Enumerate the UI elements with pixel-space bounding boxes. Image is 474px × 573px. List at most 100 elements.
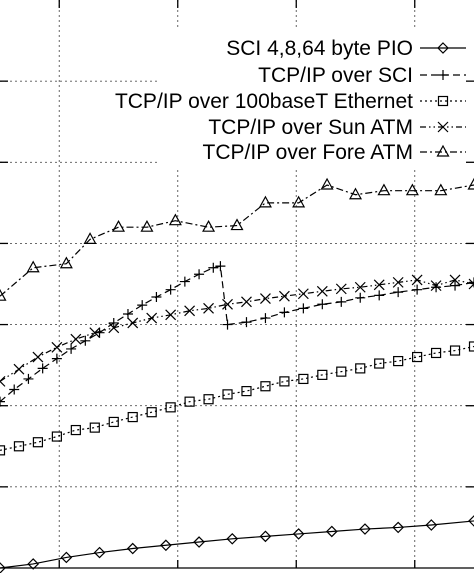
point-2-22 [412,351,423,363]
point-2-8 [146,407,157,418]
point-4-15 [434,183,448,196]
point-1-10 [137,300,148,311]
point-3-17 [316,285,328,297]
point-3-5 [89,327,101,339]
point-1-3 [37,363,48,374]
point-3-13 [241,296,252,308]
series-line-3 [0,279,474,382]
point-4-5 [140,219,154,232]
point-2-2 [32,437,44,448]
point-4-2 [59,256,73,269]
legend-label-0: SCI 4,8,64 byte PIO [226,37,413,60]
point-3-22 [411,274,423,286]
point-4-1 [26,260,40,273]
point-2-3 [51,431,62,442]
point-0-9 [292,528,305,540]
point-4-10 [292,195,306,208]
point-1-20 [279,307,290,318]
point-3-9 [165,309,177,321]
point-1-14 [194,269,205,280]
point-1-16 [215,261,226,272]
point-4-14 [405,183,419,196]
point-4-13 [377,183,391,196]
point-2-10 [184,396,195,407]
point-3-8 [146,312,158,324]
point-2-11 [203,394,214,405]
point-2-20 [374,358,385,369]
point-1-17 [222,319,233,330]
point-1-19 [260,313,271,324]
point-2-21 [393,355,404,367]
point-0-6 [193,536,205,548]
legend-label-3: TCP/IP over Sun ATM [208,116,413,139]
point-2-1 [13,441,25,452]
point-3-20 [373,279,385,291]
point-0-12 [392,521,405,534]
series-line-4 [0,184,474,297]
point-1-25 [374,290,385,301]
point-3-23 [430,280,442,292]
point-2-0 [0,445,6,456]
point-0-7 [226,532,239,545]
point-1-26 [393,287,404,298]
point-4-12 [348,187,363,200]
point-4-7 [202,219,216,232]
point-0-4 [126,542,139,555]
point-2-12 [222,389,233,400]
point-1-30 [469,277,474,288]
point-1-15 [208,262,219,273]
point-3-1 [13,363,25,375]
point-1-5 [66,343,77,354]
point-4-11 [320,177,334,190]
point-1-0 [0,396,5,407]
point-3-25 [468,278,474,290]
point-1-23 [336,296,347,307]
point-3-6 [108,322,120,334]
point-1-29 [450,280,461,291]
point-1-22 [317,299,328,310]
point-2-19 [355,363,366,374]
point-3-4 [70,333,82,345]
point-0-11 [359,523,371,535]
legend-key-marker-4 [436,144,450,157]
legend-key-marker-3 [437,121,449,133]
point-0-1 [27,558,40,570]
point-2-15 [279,376,290,387]
point-4-6 [168,213,182,226]
point-2-24 [449,345,461,356]
point-3-14 [260,293,271,305]
point-2-6 [108,416,119,428]
point-0-14 [468,515,474,527]
point-2-14 [260,381,271,392]
point-4-0 [0,288,7,301]
legend-label-4: TCP/IP over Fore ATM [203,141,413,164]
legend: SCI 4,8,64 byte PIO TCP/IP over SCI TCP/… [115,37,466,164]
point-3-10 [184,305,196,317]
point-1-8 [108,317,119,328]
point-1-2 [23,373,34,384]
legend-key-marker-1 [438,70,448,80]
point-1-18 [241,317,252,328]
point-0-10 [325,525,338,538]
legend-key-marker-2 [437,95,449,107]
point-1-4 [51,353,62,364]
point-0-5 [160,539,172,552]
point-2-4 [70,424,81,436]
point-0-3 [93,546,106,559]
point-3-2 [32,351,44,363]
point-3-3 [51,341,63,353]
point-2-25 [468,341,474,352]
legend-label-2: TCP/IP over 100baseT Ethernet [115,90,413,113]
point-1-13 [179,276,190,287]
point-0-8 [259,530,272,543]
plot-area [0,177,474,573]
point-2-16 [298,373,309,385]
point-2-13 [241,386,252,397]
point-2-7 [127,411,138,423]
point-3-24 [449,274,461,286]
point-3-11 [203,302,214,314]
point-3-21 [392,276,404,288]
